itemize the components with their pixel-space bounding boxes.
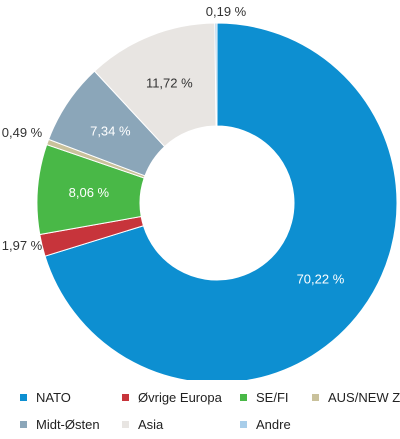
data-label: 70,22 % bbox=[297, 271, 345, 286]
legend-label: Øvrige Europa bbox=[138, 389, 222, 405]
legend-item: NATO bbox=[20, 388, 71, 406]
data-label: 11,72 % bbox=[146, 76, 193, 91]
slice-nato bbox=[44, 22, 398, 380]
data-label: 1,97 % bbox=[2, 238, 43, 253]
data-label: 7,34 % bbox=[90, 123, 131, 138]
legend-label: Midt-Østen bbox=[36, 416, 100, 432]
legend-swatch bbox=[122, 393, 129, 401]
legend-item: Andre bbox=[240, 415, 291, 433]
data-label: 0,19 % bbox=[206, 4, 247, 19]
legend-label: SE/FI bbox=[256, 389, 289, 405]
legend-item: Midt-Østen bbox=[20, 415, 100, 433]
legend-label: AUS/NEW Z bbox=[328, 389, 400, 405]
legend-swatch bbox=[312, 393, 319, 401]
legend-swatch bbox=[122, 420, 129, 428]
legend-swatch bbox=[20, 393, 27, 401]
data-label: 8,06 % bbox=[69, 185, 110, 200]
data-label: 0,49 % bbox=[2, 125, 43, 140]
legend-item: AUS/NEW Z bbox=[312, 388, 400, 406]
donut-chart: 70,22 % 1,97 % 8,06 % 0,49 % 7,34 % 11,72 % 0,… bbox=[2, 4, 398, 380]
legend-item: SE/FI bbox=[240, 388, 289, 406]
legend-label: Asia bbox=[138, 416, 164, 432]
legend-swatch bbox=[20, 420, 27, 428]
legend-label: NATO bbox=[36, 389, 71, 405]
slice-andre bbox=[214, 22, 218, 127]
legend-item: Øvrige Europa bbox=[122, 388, 222, 406]
legend-label: Andre bbox=[256, 416, 291, 432]
legend-item: Asia bbox=[122, 415, 163, 433]
legend-swatch bbox=[240, 420, 247, 428]
chart-legend: NATO Øvrige Europa SE/FI AUS/NEW Z Midt-Øste… bbox=[0, 388, 400, 438]
legend-swatch bbox=[240, 393, 247, 401]
